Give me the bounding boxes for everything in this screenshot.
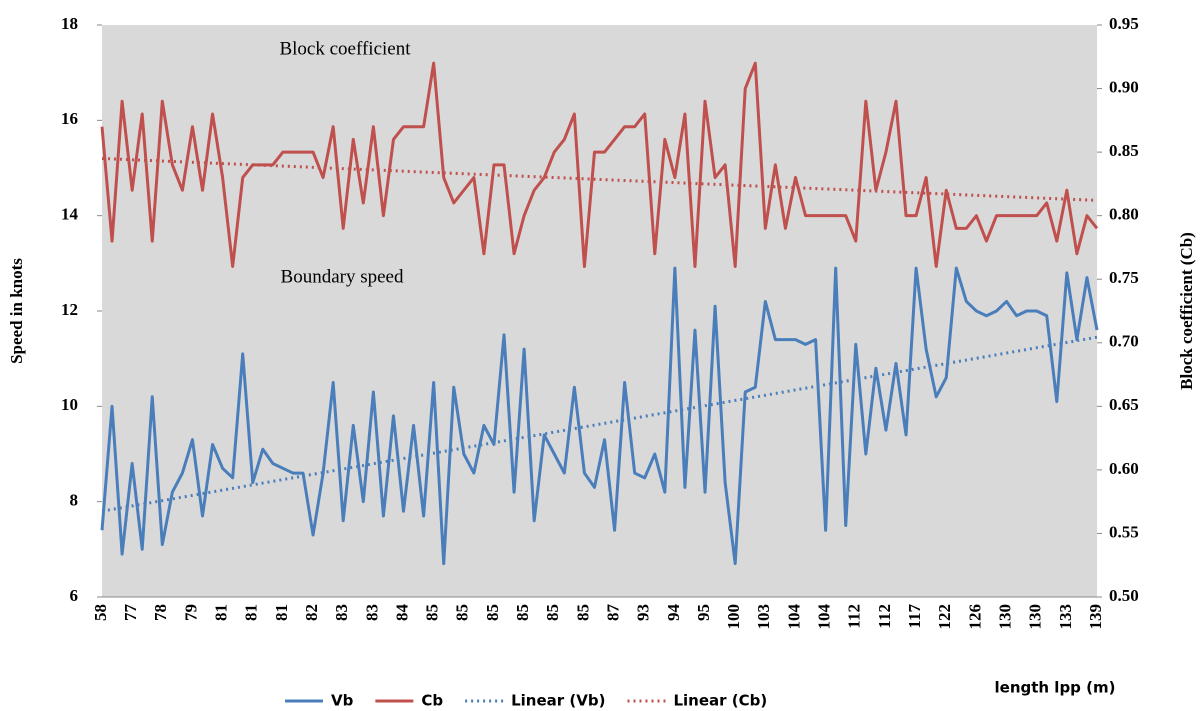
legend: Vb Cb Linear (Vb) Linear (Cb) — [285, 692, 767, 710]
x-tick-label: 58 — [91, 604, 110, 621]
y2-axis-title: Block coefficient (Cb) — [1177, 232, 1196, 390]
x-tick-label: 78 — [151, 604, 170, 621]
x-tick-label: 133 — [1056, 604, 1075, 630]
y-tick-label: 12 — [61, 300, 78, 319]
y2-tick-label: 0.90 — [1109, 77, 1139, 96]
annotation: Boundary speed — [281, 266, 404, 287]
x-tick-label: 112 — [875, 604, 894, 629]
x-tick-label: 85 — [453, 604, 472, 621]
trend-line — [101, 335, 1098, 513]
x-tick-label: 83 — [332, 604, 351, 621]
y2-tick-label: 0.50 — [1109, 586, 1139, 605]
y-axis-title: Speed in knots — [7, 258, 26, 364]
x-tick-label: 85 — [513, 604, 532, 621]
x-tick-label: 87 — [603, 604, 622, 622]
legend-label: Linear (Cb) — [673, 692, 767, 710]
x-tick-label: 130 — [995, 604, 1014, 630]
y2-tick-label: 0.60 — [1109, 459, 1139, 478]
x-tick-label: 83 — [362, 604, 381, 621]
y-tick-label: 14 — [61, 205, 79, 224]
y-tick-label: 6 — [70, 586, 79, 605]
x-tick-label: 81 — [272, 604, 291, 621]
legend-label: Linear (Vb) — [511, 692, 605, 710]
x-tick-label: 104 — [784, 604, 803, 630]
x-tick-label: 77 — [121, 604, 140, 622]
x-tick-label: 100 — [724, 604, 743, 630]
x-tick-label: 85 — [573, 604, 592, 621]
x-tick-label: 85 — [543, 604, 562, 621]
series-line — [100, 61, 1099, 269]
y2-tick-label: 0.65 — [1109, 395, 1139, 414]
x-tick-label: 94 — [664, 604, 683, 622]
y2-tick-label: 0.55 — [1109, 522, 1139, 541]
y2-tick-label: 0.75 — [1109, 268, 1139, 287]
x-tick-label: 84 — [392, 604, 411, 622]
x-tick-label: 103 — [754, 604, 773, 630]
y2-tick-label: 0.85 — [1109, 141, 1139, 160]
annotation: Block coefficient — [279, 38, 411, 59]
series-line — [100, 266, 1099, 566]
x-tick-label: 117 — [905, 604, 924, 629]
trend-line — [101, 156, 1098, 202]
x-tick-label: 85 — [483, 604, 502, 621]
x-tick-label: 93 — [634, 604, 653, 621]
y2-tick-label: 0.80 — [1109, 205, 1139, 224]
x-axis-title: length lpp (m) — [995, 679, 1116, 697]
y-tick-label: 16 — [61, 109, 78, 128]
y-tick-label: 8 — [70, 491, 79, 510]
legend-label: Vb — [331, 692, 354, 710]
x-tick-label: 81 — [212, 604, 231, 621]
y-tick-label: 10 — [61, 395, 78, 414]
y-tick-label: 18 — [61, 14, 78, 33]
x-tick-label: 104 — [815, 604, 834, 630]
y2-tick-label: 0.70 — [1109, 332, 1139, 351]
x-tick-label: 122 — [935, 604, 954, 630]
x-tick-label: 79 — [181, 604, 200, 621]
x-tick-label: 81 — [242, 604, 261, 621]
x-tick-label: 139 — [1086, 604, 1105, 630]
x-tick-label: 95 — [694, 604, 713, 621]
plot-background — [102, 25, 1097, 597]
x-tick-label: 85 — [423, 604, 442, 621]
x-tick-label: 82 — [302, 604, 321, 621]
legend-label: Cb — [421, 692, 443, 710]
x-tick-label: 126 — [965, 604, 984, 630]
y2-tick-label: 0.95 — [1109, 14, 1139, 33]
x-tick-label: 112 — [845, 604, 864, 629]
x-tick-label: 130 — [1026, 604, 1045, 630]
